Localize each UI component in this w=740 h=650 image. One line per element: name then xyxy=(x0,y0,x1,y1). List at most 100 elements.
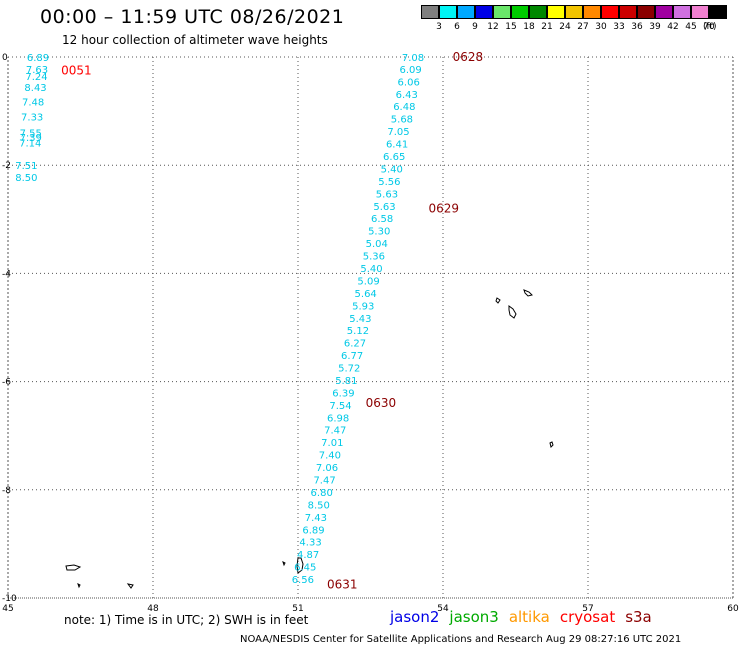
swh-value: 6.48 xyxy=(393,102,415,113)
legend-swatch xyxy=(493,5,511,19)
legend-swatch xyxy=(529,5,547,19)
pass-time-label: 0631 xyxy=(327,577,358,591)
swh-value: 6.09 xyxy=(399,65,421,76)
swh-value: 6.89 xyxy=(27,53,49,64)
swh-value: 7.47 xyxy=(313,476,335,487)
legend-swatch xyxy=(547,5,565,19)
swh-value: 5.36 xyxy=(363,252,385,263)
swh-value: 5.04 xyxy=(366,239,388,250)
swh-value: 5.72 xyxy=(338,364,360,375)
swh-value: 5.43 xyxy=(349,314,371,325)
swh-value: 7.08 xyxy=(402,53,424,64)
legend-label: 24 xyxy=(559,22,571,32)
swh-value: 7.06 xyxy=(316,463,338,474)
swh-value: 7.05 xyxy=(387,127,409,138)
legend-swatch xyxy=(691,5,709,19)
lat-tick-label: -8 xyxy=(2,486,11,496)
legend-swatch xyxy=(457,5,475,19)
swh-value: 7.63 xyxy=(26,65,48,76)
swh-value: 7.40 xyxy=(319,451,341,462)
legend-label: 3 xyxy=(436,22,442,32)
swh-value: 5.81 xyxy=(335,376,357,387)
swh-value: 6.06 xyxy=(398,77,420,88)
swh-value: 7.01 xyxy=(321,438,343,449)
swh-value: 6.89 xyxy=(302,525,324,536)
legend-label: 42 xyxy=(667,22,679,32)
legend-label: 45 xyxy=(685,22,697,32)
mission-s3a: s3a xyxy=(625,608,652,626)
swh-value: 5.30 xyxy=(368,227,390,238)
island-outline xyxy=(77,583,81,589)
legend-label: 15 xyxy=(505,22,517,32)
legend-label: 27 xyxy=(577,22,589,32)
swh-value: 5.40 xyxy=(381,164,403,175)
legend-swatch xyxy=(421,5,439,19)
swh-value: 6.98 xyxy=(327,413,349,424)
lat-tick-label: -4 xyxy=(2,269,11,279)
legend-swatch xyxy=(709,5,727,19)
legend-swatch xyxy=(511,5,529,19)
swh-value: 6.77 xyxy=(341,351,363,362)
swh-value: 7.54 xyxy=(329,401,351,412)
mission-legend: jason2 jason3 altika cryosat s3a xyxy=(390,608,662,626)
swh-value: 7.47 xyxy=(324,426,346,437)
lon-tick-label: 45 xyxy=(2,604,13,614)
island-outline xyxy=(508,305,517,319)
mission-cryosat: cryosat xyxy=(559,608,616,626)
swh-value: 5.40 xyxy=(360,264,382,275)
legend-label: 21 xyxy=(541,22,553,32)
swh-value: 6.41 xyxy=(386,140,408,151)
swh-value: 8.50 xyxy=(15,173,37,184)
island-outline xyxy=(495,297,501,304)
legend-swatch xyxy=(655,5,673,19)
swh-value: 6.65 xyxy=(383,152,405,163)
pass-time-label: 0630 xyxy=(366,396,397,410)
lat-tick-label: 0 xyxy=(2,53,8,63)
swh-value: 5.12 xyxy=(347,326,369,337)
swh-value: 7.24 xyxy=(25,72,47,83)
legend-swatch xyxy=(673,5,691,19)
legend-swatch xyxy=(475,5,493,19)
swh-value: 8.43 xyxy=(24,83,46,94)
swh-value: 4.87 xyxy=(297,550,319,561)
island-outline xyxy=(126,583,134,589)
swh-value: 5.56 xyxy=(378,177,400,188)
pass-time-label: 0051 xyxy=(61,64,92,78)
legend-label: 30 xyxy=(595,22,607,32)
swh-value: 4.33 xyxy=(299,538,321,549)
lon-tick-label: 60 xyxy=(727,604,739,614)
swh-value: 6.45 xyxy=(294,563,316,574)
swh-value: 5.63 xyxy=(373,202,395,213)
swh-value: 7.51 xyxy=(15,161,37,172)
swh-value: 7.33 xyxy=(21,113,43,124)
island-outline xyxy=(65,564,82,571)
pass-time-label: 0629 xyxy=(429,201,460,215)
swh-value: 7.55 xyxy=(20,129,42,140)
map-title: 00:00 – 11:59 UTC 08/26/2021 xyxy=(40,6,345,28)
swh-value: 5.09 xyxy=(357,276,379,287)
island-outline xyxy=(296,557,304,574)
swh-value: 8.50 xyxy=(308,500,330,511)
lat-tick-label: -2 xyxy=(2,161,11,171)
map-subtitle: 12 hour collection of altimeter wave hei… xyxy=(62,33,328,47)
swh-value: 7.14 xyxy=(19,138,41,149)
legend-label: 33 xyxy=(613,22,625,32)
footer-credit: NOAA/NESDIS Center for Satellite Applica… xyxy=(240,634,682,645)
island-outline xyxy=(549,441,554,448)
lon-tick-label: 54 xyxy=(437,604,449,614)
legend-label: 70 xyxy=(703,22,715,32)
legend-label: 36 xyxy=(631,22,643,32)
lon-tick-label: 48 xyxy=(147,604,159,614)
legend-swatch xyxy=(439,5,457,19)
swh-value: 5.68 xyxy=(391,115,413,126)
swh-value: 7.43 xyxy=(305,513,327,524)
legend-label: 6 xyxy=(454,22,460,32)
swh-value: 6.80 xyxy=(311,488,333,499)
lon-tick-label: 51 xyxy=(292,604,303,614)
legend-label: 9 xyxy=(472,22,478,32)
swh-value: 6.27 xyxy=(344,339,366,350)
legend-label: 18 xyxy=(523,22,535,32)
island-outline xyxy=(523,289,533,297)
legend-swatch xyxy=(583,5,601,19)
